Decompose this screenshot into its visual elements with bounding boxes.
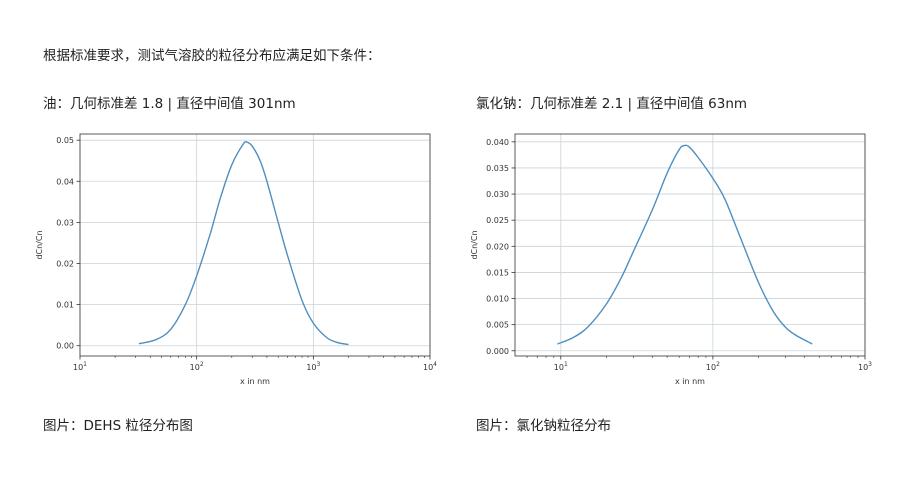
intro-text: 根据标准要求，测试气溶胶的粒径分布应满足如下条件： [43, 48, 381, 64]
c1-xtick-label: 101 [554, 361, 568, 372]
c1-series-line [557, 144, 813, 345]
c0-ytick-label: 0.04 [56, 177, 74, 186]
c1-ytick-label: 0.005 [486, 321, 509, 330]
c0-y-axis-label: dCn/Cn [35, 230, 44, 259]
c1-ytick-label: 0.030 [486, 190, 509, 199]
c0-ytick-label: 0.02 [56, 260, 74, 269]
c1-xtick-label: 102 [706, 361, 720, 372]
c1-ytick-label: 0.040 [486, 138, 509, 147]
c1-ytick-label: 0.015 [486, 268, 509, 277]
c0-x-axis-label: x in nm [240, 377, 270, 386]
c0-ytick-label: 0.01 [56, 301, 74, 310]
c0-series-line [138, 141, 349, 346]
c0-ytick-label: 0.03 [56, 218, 74, 227]
c0-ytick-label: 0.05 [56, 136, 74, 145]
c1-ytick-label: 0.035 [486, 164, 509, 173]
c0-xtick-label: 103 [306, 361, 320, 372]
c1-xtick-label: 103 [858, 361, 872, 372]
c1-ytick-label: 0.000 [486, 347, 509, 356]
nacl-subtitle: 氯化钠：几何标准差 2.1 | 直径中间值 63nm [476, 96, 748, 112]
c1-ytick-label: 0.010 [486, 295, 509, 304]
c1-plot-frame [514, 133, 866, 357]
c0-xtick-label: 102 [190, 361, 204, 372]
dehs-distribution-chart: 101 102 103 104 0.00 0.01 0.02 0.03 0.04 0.05 x in… [35, 133, 437, 386]
c0-xtick-label: 101 [73, 361, 87, 372]
nacl-distribution-chart: 101 102 103 0.000 0.005 0.010 0.015 0.020 0.025 0… [470, 133, 872, 386]
oil-subtitle: 油：几何标准差 1.8 | 直径中间值 301nm [43, 96, 296, 112]
c1-ytick-label: 0.020 [486, 242, 509, 251]
c0-xtick-label: 104 [423, 361, 437, 372]
c1-y-axis-label: dCn/Cn [470, 230, 479, 259]
c0-ytick-label: 0.00 [56, 342, 74, 351]
nacl-caption: 图片：氯化钠粒径分布 [476, 418, 611, 434]
c1-x-axis-label: x in nm [675, 377, 705, 386]
dehs-caption: 图片：DEHS 粒径分布图 [43, 418, 193, 434]
c1-ytick-label: 0.025 [486, 216, 509, 225]
c0-plot-frame [79, 133, 431, 357]
